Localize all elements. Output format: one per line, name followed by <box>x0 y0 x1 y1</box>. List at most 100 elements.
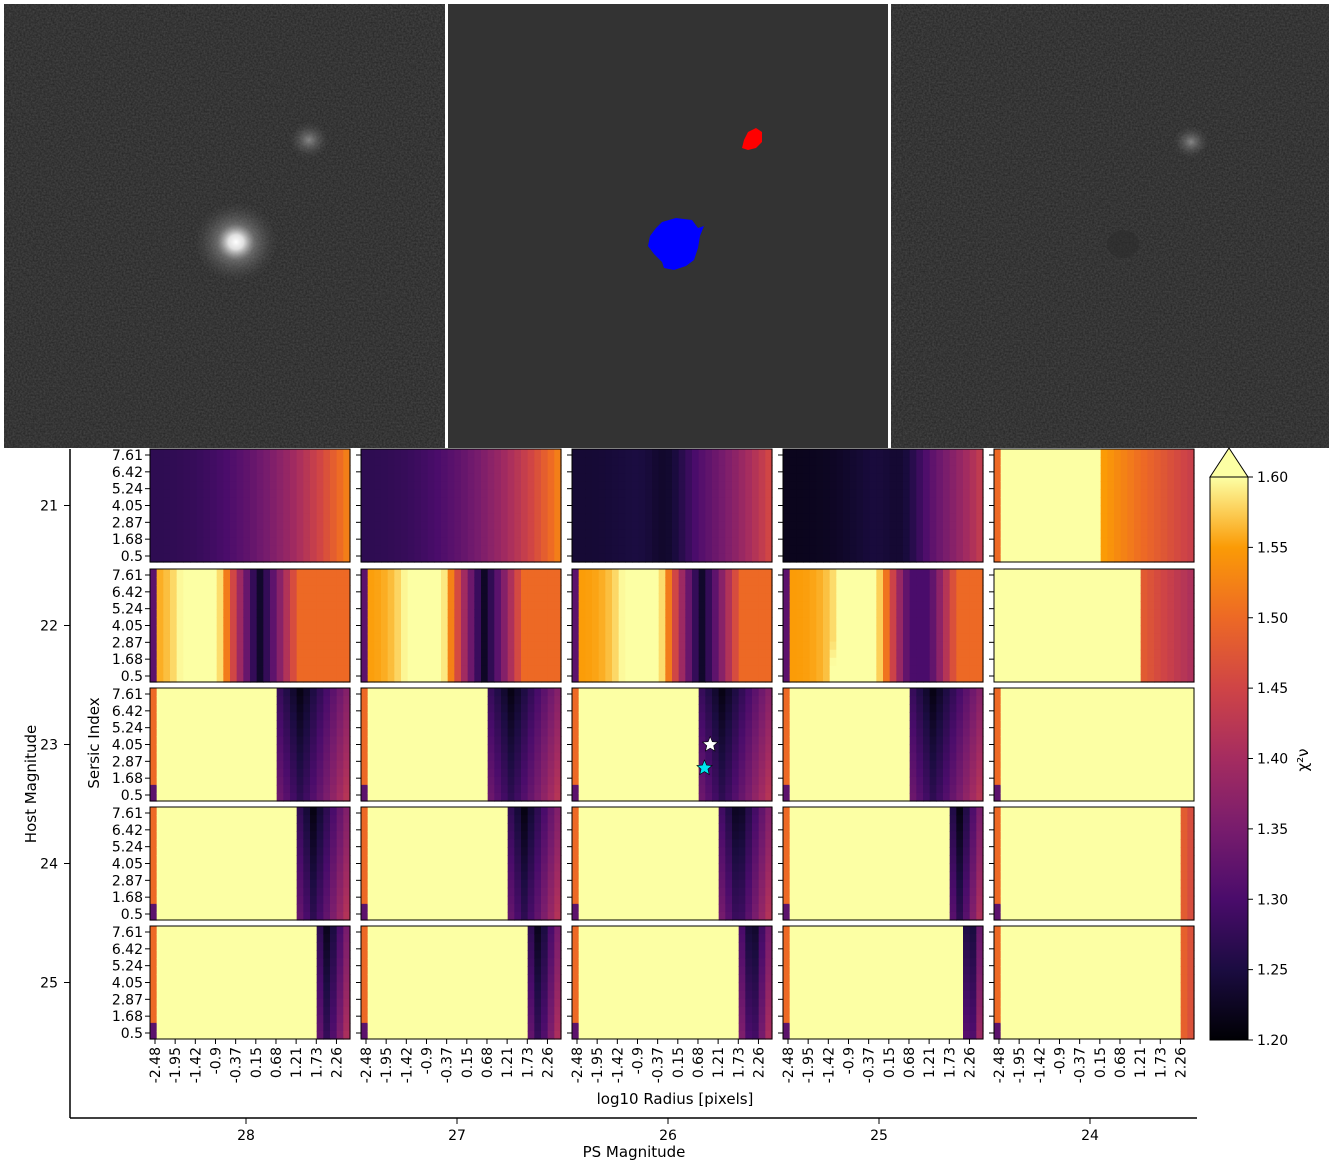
heatmap-cell <box>758 585 766 594</box>
heatmap-cell <box>296 617 304 627</box>
heatmap-cell <box>1007 521 1015 531</box>
heatmap-cell <box>230 649 238 659</box>
heatmap-cell <box>441 497 449 507</box>
heatmap-cell <box>612 609 620 619</box>
heatmap-cell <box>481 529 489 539</box>
heatmap-cell <box>598 537 606 547</box>
heatmap-cell <box>1134 673 1142 683</box>
heatmap-cell <box>843 529 851 539</box>
heatmap-cell <box>170 513 178 523</box>
heatmap-cell <box>216 489 224 499</box>
heatmap-cell <box>527 649 535 659</box>
heatmap-cell <box>374 633 382 643</box>
heatmap-cell <box>163 537 171 547</box>
heatmap-cell <box>1060 641 1068 651</box>
heatmap-cell <box>541 649 549 659</box>
heatmap-cell <box>183 784 191 794</box>
heatmap-cell <box>1174 537 1182 547</box>
heatmap-cell <box>183 593 191 602</box>
heatmap-cell <box>1007 577 1015 586</box>
heatmap-cell <box>303 752 311 762</box>
heatmap-cell <box>1074 497 1082 507</box>
heatmap-cell <box>230 465 238 474</box>
heatmap-cell <box>969 505 977 515</box>
heatmap-cell <box>303 657 311 667</box>
heatmap-cell <box>843 593 851 602</box>
heatmap-cell <box>454 577 462 586</box>
heatmap-cell <box>896 577 904 586</box>
heatmap-cell <box>849 481 857 490</box>
heatmap-cell <box>1174 617 1182 627</box>
heatmap-cell <box>758 489 766 499</box>
heatmap-cell <box>1067 529 1075 539</box>
heatmap-cell <box>236 537 244 547</box>
heatmap-cell <box>625 545 633 555</box>
heatmap-cell <box>1060 673 1068 683</box>
heatmap-cell <box>745 609 753 619</box>
heatmap-cell <box>150 553 158 563</box>
heatmap-cell <box>612 641 620 651</box>
heatmap-cell <box>625 665 633 675</box>
heatmap-cell <box>869 593 877 602</box>
heatmap-cell <box>1107 625 1115 635</box>
heatmap-cell <box>809 489 817 499</box>
heatmap-cell <box>554 513 562 523</box>
heatmap-cell <box>869 473 877 482</box>
heatmap-cell <box>863 497 871 507</box>
heatmap-cell <box>936 641 944 651</box>
heatmap-cell <box>758 481 766 490</box>
heatmap-cell <box>170 665 178 675</box>
heatmap-cell <box>454 497 462 507</box>
heatmap-cell <box>283 744 291 754</box>
heatmap-cell <box>1074 481 1082 490</box>
heatmap-cell <box>203 776 211 786</box>
heatmap-cell <box>507 489 515 499</box>
heatmap-cell <box>712 569 720 578</box>
heatmap-cell <box>1107 505 1115 515</box>
heatmap-cell <box>592 465 600 474</box>
heatmap-cell <box>481 489 489 499</box>
heatmap-cell <box>527 665 535 675</box>
heatmap-cell <box>685 553 693 563</box>
heatmap-cell <box>381 792 389 802</box>
heatmap-cell <box>1080 657 1088 667</box>
heatmap-cell <box>434 497 442 507</box>
host-galaxy-blob <box>194 202 278 282</box>
heatmap-cell <box>712 585 720 594</box>
heatmap-cell <box>270 465 278 474</box>
heatmap-cell <box>836 657 844 667</box>
heatmap-cell <box>467 569 475 578</box>
heatmap-cell <box>336 776 344 786</box>
heatmap-cell <box>361 792 369 802</box>
heatmap-cell <box>638 641 646 651</box>
heatmap-cell <box>243 497 251 507</box>
heatmap-cell <box>725 577 733 586</box>
heatmap-cell <box>1007 633 1015 643</box>
heatmap-cell <box>849 641 857 651</box>
heatmap-cell <box>243 776 251 786</box>
heatmap-cell <box>765 497 773 507</box>
heatmap-cell <box>434 720 442 729</box>
heatmap-cell <box>732 465 740 474</box>
heatmap-cell <box>916 497 924 507</box>
heatmap-cell <box>534 505 542 515</box>
heatmap-cell <box>605 673 613 683</box>
heatmap-cell <box>1180 489 1188 499</box>
heatmap-cell <box>183 585 191 594</box>
heatmap-cell <box>454 513 462 523</box>
heatmap-cell <box>256 752 264 762</box>
heatmap-cell <box>752 625 760 635</box>
heatmap-cell <box>758 497 766 507</box>
heatmap-cell <box>407 712 415 721</box>
heatmap-cell <box>441 505 449 515</box>
heatmap-cell <box>1174 673 1182 683</box>
heatmap-cell <box>645 521 653 531</box>
heatmap-cell <box>296 641 304 651</box>
heatmap-cell <box>256 521 264 531</box>
heatmap-cell <box>956 673 964 683</box>
heatmap-cell <box>869 545 877 555</box>
heatmap-cell <box>758 633 766 643</box>
heatmap-cell <box>330 609 338 619</box>
heatmap-cell <box>789 633 797 643</box>
heatmap-cell <box>1154 593 1162 602</box>
